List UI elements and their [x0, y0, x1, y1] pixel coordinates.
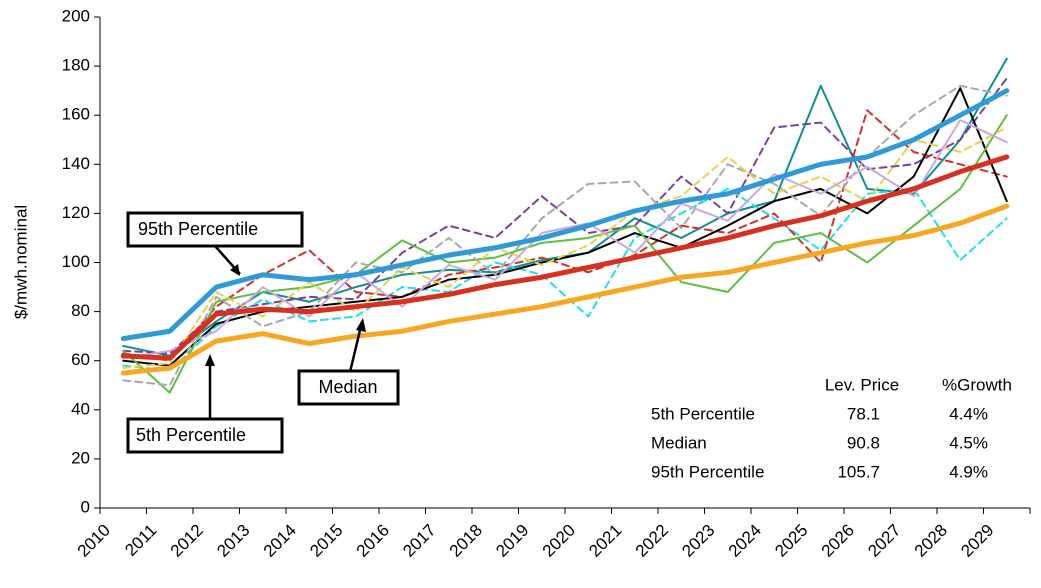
x-tick-label: 2024 — [725, 521, 765, 561]
table-cell: 5th Percentile — [651, 404, 755, 423]
callout-box — [126, 211, 304, 248]
x-tick-label: 2011 — [121, 521, 160, 560]
y-tick-label: 0 — [81, 497, 90, 516]
x-tick-label: 2023 — [678, 521, 718, 561]
callout-box — [297, 369, 400, 406]
scenario-line — [122, 126, 1008, 370]
y-tick-label: 100 — [62, 252, 90, 271]
callout-label: 5th Percentile — [136, 425, 246, 445]
table-header: %Growth — [942, 375, 1012, 394]
x-tick-label: 2012 — [167, 521, 207, 561]
x-tick-label: 2017 — [399, 521, 439, 561]
table-cell: 4.5% — [949, 433, 988, 452]
scenario-line — [122, 119, 1008, 360]
x-tick-label: 2015 — [306, 521, 346, 561]
table-cell: Median — [651, 433, 707, 452]
x-tick-label: 2028 — [911, 521, 951, 561]
y-tick-label: 80 — [71, 301, 90, 320]
y-tick-label: 140 — [62, 154, 90, 173]
x-tick-label: 2029 — [957, 521, 997, 561]
callout-label: Median — [318, 377, 377, 397]
arrow-head — [356, 318, 366, 332]
table-cell: 95th Percentile — [651, 462, 764, 481]
arrow-head — [205, 354, 215, 366]
table-header: Lev. Price — [825, 375, 899, 394]
y-tick-label: 40 — [71, 399, 90, 418]
x-tick-label: 2013 — [213, 521, 253, 561]
x-tick-label: 2014 — [260, 521, 300, 561]
percentile-line — [120, 203, 1010, 376]
x-tick-label: 2021 — [585, 521, 625, 561]
y-tick-label: 180 — [62, 56, 90, 75]
percentile-line — [120, 88, 1010, 342]
table-cell: 78.1 — [847, 404, 880, 423]
y-tick-label: 120 — [62, 203, 90, 222]
x-tick-label: 2025 — [771, 521, 811, 561]
x-tick-label: 2019 — [492, 521, 532, 561]
x-tick-label: 2027 — [864, 521, 904, 561]
x-tick-label: 2020 — [539, 521, 579, 561]
y-axis-label: $/mwh.nominal — [11, 205, 30, 319]
x-tick-label: 2026 — [818, 521, 858, 561]
scenario-line — [122, 84, 1008, 387]
callouts: 95th Percentile Median 5th Percentile — [126, 211, 400, 454]
y-tick-label: 20 — [71, 448, 90, 467]
stats-table: Lev. Price %Growth 5th Percentile 78.1 4… — [651, 375, 1012, 481]
callout-box — [126, 417, 284, 454]
x-tick-label: 2018 — [446, 521, 486, 561]
x-tick-label: 2010 — [74, 521, 114, 561]
table-cell: 4.9% — [949, 462, 988, 481]
table-cell: 4.4% — [949, 404, 988, 423]
y-tick-label: 60 — [71, 350, 90, 369]
table-cell: 105.7 — [837, 462, 880, 481]
callout-label: 95th Percentile — [138, 219, 258, 239]
y-tick-label: 160 — [62, 105, 90, 124]
table-cell: 90.8 — [847, 433, 880, 452]
scenario-line — [122, 109, 1008, 362]
percentile-line — [120, 154, 1010, 361]
arrow-head — [230, 264, 240, 276]
y-tick-label: 200 — [62, 6, 90, 25]
x-tick-label: 2022 — [632, 521, 672, 561]
x-tick-label: 2016 — [353, 521, 393, 561]
